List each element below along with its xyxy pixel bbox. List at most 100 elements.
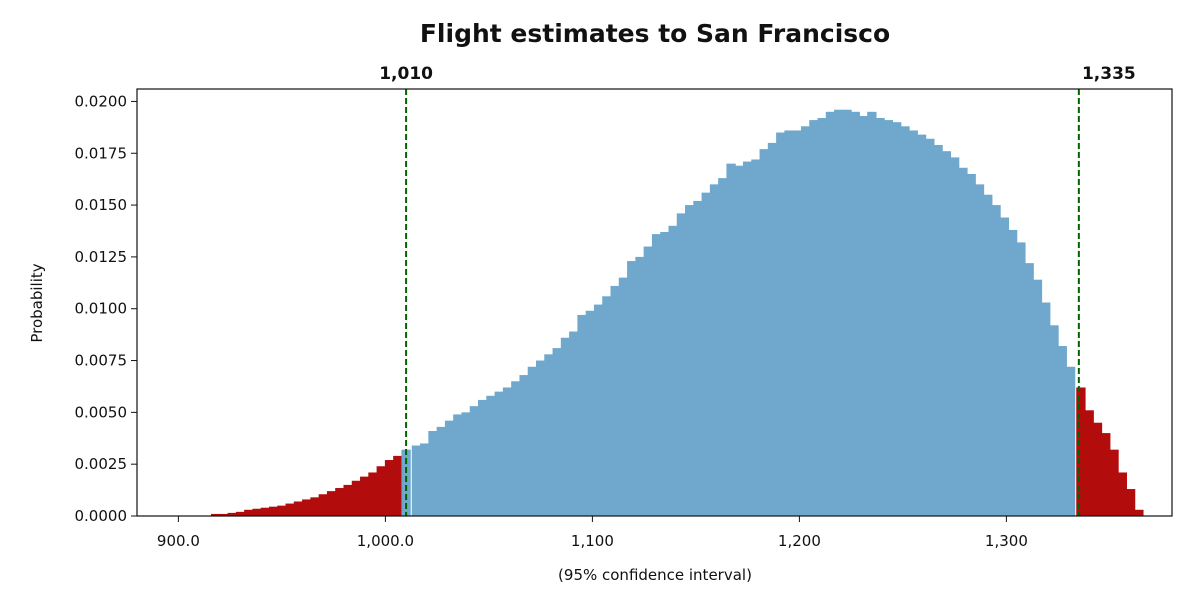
histogram-bar-inside	[552, 348, 562, 516]
histogram-bar-outside	[235, 511, 246, 516]
histogram-bar-inside	[742, 161, 753, 517]
histogram-bar-outside	[1134, 509, 1144, 516]
histogram-bar-inside	[858, 115, 869, 516]
histogram-bar-outside	[285, 503, 295, 516]
histogram-bar-outside	[1101, 433, 1111, 516]
histogram-bar-inside	[925, 138, 935, 516]
histogram-bar-inside	[759, 149, 769, 517]
chart-title: Flight estimates to San Francisco	[420, 19, 890, 48]
y-tick-label: 0.0175	[75, 144, 128, 162]
histogram-bar-inside	[734, 165, 745, 516]
histogram-bar-inside	[544, 354, 554, 516]
histogram-bar-inside	[411, 445, 422, 516]
histogram-bar-inside	[502, 387, 513, 516]
histogram-bar-inside	[949, 157, 960, 516]
interval-markers	[405, 89, 1080, 516]
histogram-bar-outside	[1092, 422, 1103, 516]
histogram-bar-inside	[751, 159, 761, 517]
histogram-bar-inside	[718, 178, 728, 516]
histogram-bar-inside	[494, 391, 504, 516]
histogram-bar-inside	[776, 132, 786, 516]
histogram-bar-inside	[1041, 302, 1051, 516]
histogram-bar-outside	[1117, 472, 1127, 516]
histogram-bar-inside	[519, 375, 529, 516]
y-axis: 0.0000 0.0025 0.0050 0.0075 0.0100 0.0125 0.01…	[75, 92, 137, 525]
histogram-bar-outside	[244, 509, 254, 516]
histogram-bar-inside	[569, 331, 579, 516]
histogram-bar-inside	[660, 232, 670, 516]
histogram-bar-inside	[527, 366, 538, 516]
histogram-bar-inside	[842, 109, 852, 516]
bar-series	[211, 109, 1144, 517]
histogram-bar-inside	[709, 184, 720, 516]
y-axis-label: Probability	[28, 263, 46, 342]
histogram-bar-inside	[883, 120, 894, 516]
x-tick-label: 900.0	[157, 532, 200, 550]
histogram-bar-outside	[227, 512, 237, 516]
histogram-bar-outside	[310, 497, 320, 516]
histogram-bar-outside	[376, 466, 386, 516]
histogram-bar-inside	[867, 111, 877, 517]
y-tick-label: 0.0200	[75, 92, 128, 110]
histogram-bar-inside	[825, 111, 836, 517]
histogram-bar-inside	[444, 420, 455, 516]
x-tick-label: 1,300	[985, 532, 1028, 550]
histogram-bar-outside	[219, 513, 229, 516]
histogram-bar-outside	[384, 460, 395, 516]
histogram-bar-outside	[318, 494, 328, 516]
y-tick-label: 0.0050	[75, 403, 128, 421]
histogram-bar-inside	[1065, 366, 1076, 516]
histogram-bar-inside	[726, 163, 736, 516]
histogram-bar-inside	[974, 184, 985, 516]
histogram-bar-inside	[651, 234, 662, 516]
histogram-bar-inside	[668, 225, 678, 516]
histogram-bar-outside	[277, 505, 287, 516]
histogram-bar-inside	[916, 134, 927, 516]
histogram-bar-outside	[360, 476, 370, 516]
histogram-bar-inside	[875, 118, 885, 517]
histogram-bar-inside	[1007, 229, 1018, 516]
histogram-bar-inside	[676, 213, 687, 516]
histogram-bar-inside	[469, 406, 480, 516]
histogram-bar-inside	[1016, 242, 1026, 516]
y-tick-label: 0.0025	[75, 455, 128, 473]
histogram-bar-inside	[850, 111, 860, 517]
y-tick-label: 0.0125	[75, 248, 128, 266]
histogram-bar-outside	[393, 455, 403, 516]
histogram-bar-inside	[593, 304, 604, 516]
histogram-bar-inside	[478, 399, 488, 516]
x-tick-label: 1,100	[571, 532, 614, 550]
histogram-bar-inside	[809, 120, 819, 516]
histogram-bar-inside	[511, 381, 521, 516]
histogram-bar-inside	[1049, 325, 1059, 516]
histogram-bar-outside	[343, 484, 353, 516]
histogram-bar-inside	[941, 151, 952, 516]
histogram-bar-outside	[1076, 387, 1086, 516]
histogram-bar-outside	[211, 513, 221, 516]
histogram-bar-outside	[252, 508, 262, 516]
histogram-bar-inside	[908, 130, 918, 516]
x-tick-label: 1,200	[778, 532, 821, 550]
histogram-bar-inside	[900, 126, 910, 516]
histogram-bar-outside	[260, 507, 270, 516]
histogram-bar-outside	[335, 488, 345, 516]
histogram-bar-inside	[602, 296, 612, 516]
plot-frame	[136, 88, 1173, 517]
histogram-bar-outside	[1109, 449, 1119, 516]
histogram-bar-inside	[635, 256, 645, 516]
x-axis-label: (95% confidence interval)	[558, 566, 752, 584]
histogram-bar-outside	[293, 501, 304, 516]
histogram-bar-outside	[351, 480, 362, 516]
histogram-bar-outside	[368, 472, 378, 516]
histogram-bar-inside	[817, 118, 827, 517]
histogram-bar-inside	[892, 122, 902, 517]
histogram-bar-inside	[983, 194, 993, 516]
histogram-bar-outside	[1084, 410, 1094, 516]
histogram-bar-inside	[1057, 346, 1067, 516]
y-tick-label: 0.0100	[75, 300, 128, 318]
histogram-bar-inside	[701, 192, 711, 516]
histogram-bar-inside	[486, 395, 496, 516]
histogram-bar-inside	[958, 167, 968, 516]
histogram-bar-inside	[585, 310, 595, 516]
